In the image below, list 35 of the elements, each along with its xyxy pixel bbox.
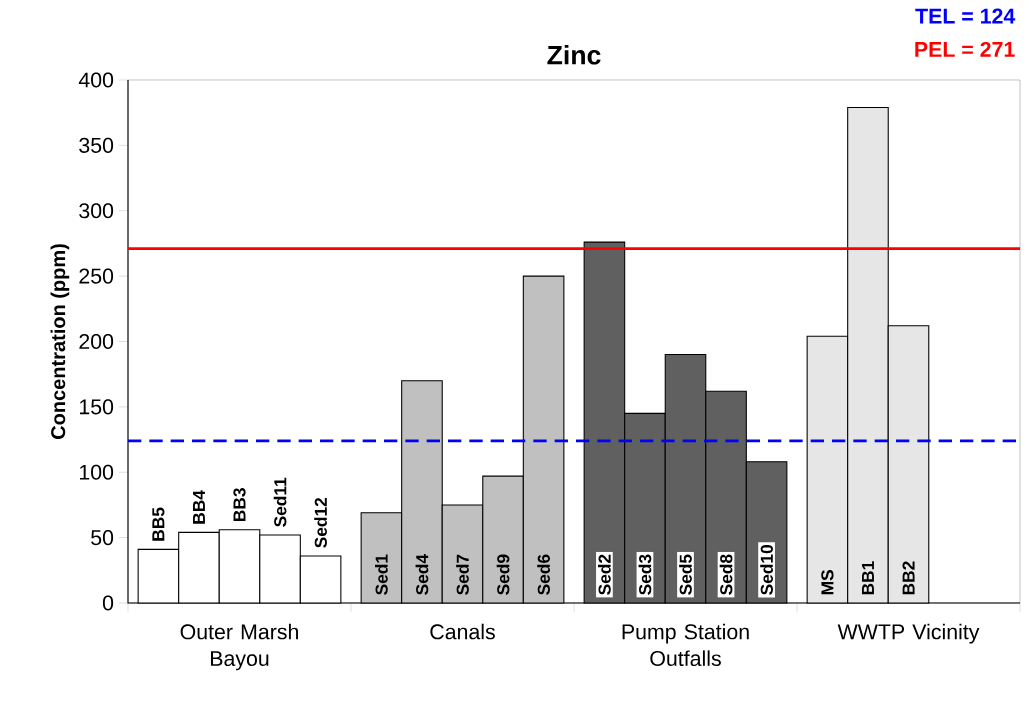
x-tick-label: Sed6 bbox=[537, 554, 550, 595]
y-tick-label: 200 bbox=[79, 333, 114, 350]
series-label: Pump Station Outfalls bbox=[622, 623, 749, 667]
x-tick-label: Sed12 bbox=[314, 497, 327, 548]
x-tick-label: BB1 bbox=[862, 561, 874, 595]
y-tick-label: 50 bbox=[91, 530, 114, 546]
y-tick-label: 300 bbox=[79, 203, 114, 219]
x-tick-label: BB5 bbox=[152, 507, 165, 541]
y-tick-label: 350 bbox=[79, 137, 114, 153]
ref-line-label: PEL = 271 bbox=[915, 41, 1015, 57]
y-tick-label: 250 bbox=[79, 268, 114, 284]
x-tick-label: Sed9 bbox=[496, 554, 510, 595]
ref-line-label: TEL = 124 bbox=[915, 8, 1016, 24]
x-tick-label: Sed11 bbox=[273, 477, 287, 527]
x-tick-label: MS bbox=[821, 570, 834, 595]
x-tick-label: Sed8 bbox=[719, 554, 733, 595]
y-tick-label: 400 bbox=[78, 72, 114, 88]
y-axis-title: Concentration (ppm) bbox=[50, 244, 70, 439]
x-tick-label: Sed3 bbox=[638, 554, 652, 595]
x-tick-label: Sed2 bbox=[598, 554, 611, 595]
x-tick-label: Sed10 bbox=[760, 545, 773, 595]
series-label: Outer Marsh Bayou bbox=[180, 623, 298, 671]
chart-title: Zinc bbox=[547, 45, 601, 65]
series-label: WWTP Vicinity bbox=[837, 623, 980, 644]
x-tick-label: Sed4 bbox=[415, 554, 429, 595]
x-tick-label: BB2 bbox=[902, 561, 915, 595]
x-tick-label: Sed7 bbox=[456, 554, 469, 595]
y-tick-label: 150 bbox=[80, 399, 114, 415]
series-label: Canals bbox=[430, 623, 495, 640]
x-tick-label: BB4 bbox=[193, 490, 205, 524]
y-tick-label: 0 bbox=[102, 595, 114, 611]
y-tick-label: 100 bbox=[80, 464, 114, 480]
x-tick-label: Sed1 bbox=[375, 554, 388, 595]
x-tick-label: Sed5 bbox=[679, 554, 692, 595]
x-tick-label: BB3 bbox=[233, 488, 246, 522]
